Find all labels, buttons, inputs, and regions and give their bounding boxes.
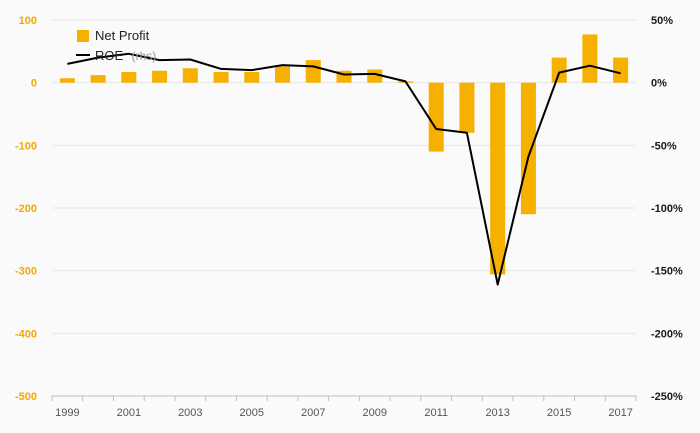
- x-tick-label: 2009: [362, 407, 386, 419]
- x-tick-label: 2007: [301, 407, 325, 419]
- y-right-tick-label: -200%: [651, 328, 683, 340]
- legend-label-roe: ROE (rhs): [95, 47, 156, 64]
- bar-net-profit-2006: [275, 66, 291, 83]
- bar-net-profit-2015: [551, 57, 567, 83]
- tick-labels: 100 0 -100 -200 -300 -400 -500 50% 0% -50% -100% -1…: [15, 15, 683, 419]
- legend-roe-name: ROE: [95, 48, 124, 63]
- legend: Net Profit ROE (rhs): [76, 28, 156, 64]
- bar-net-profit-2009: [367, 69, 383, 83]
- y-left-tick-label: -100: [15, 140, 37, 152]
- bar-net-profit-2011: [428, 82, 444, 152]
- bar-net-profit-2007: [305, 60, 321, 83]
- y-left-tick-label: -400: [15, 328, 37, 340]
- bar-net-profit-2016: [582, 34, 598, 83]
- roe-line: [67, 52, 621, 286]
- y-right-tick-label: 50%: [651, 15, 673, 27]
- gridlines: [52, 19, 636, 334]
- bar-net-profit-2008: [336, 70, 352, 83]
- y-left-tick-label: -200: [15, 203, 37, 215]
- x-tick-label: 2015: [547, 407, 571, 419]
- bar-net-profit-2000: [90, 75, 106, 83]
- legend-bar-swatch: [77, 30, 89, 42]
- y-left-tick-label: 100: [19, 15, 37, 27]
- bar-net-profit-2017: [613, 57, 629, 83]
- x-tick-label: 2013: [485, 407, 509, 419]
- y-left-tick-label: -500: [15, 391, 37, 403]
- x-tick-label: 2005: [240, 407, 264, 419]
- y-right-tick-label: -150%: [651, 266, 683, 278]
- bar-net-profit-2001: [121, 72, 137, 83]
- y-right-tick-label: -50%: [651, 140, 677, 152]
- legend-label-net-profit: Net Profit: [95, 28, 150, 43]
- bar-series-net-profit: [59, 34, 629, 275]
- y-left-tick-label: 0: [31, 78, 37, 90]
- legend-roe-suffix: (rhs): [132, 49, 157, 63]
- bar-net-profit-2014: [520, 82, 536, 215]
- x-tick-label: 2011: [424, 407, 448, 419]
- y-right-tick-label: 0%: [651, 78, 667, 90]
- bar-net-profit-2002: [152, 70, 168, 83]
- y-right-tick-label: -250%: [651, 391, 683, 403]
- y-right-tick-label: -100%: [651, 203, 683, 215]
- x-tick-label: 2001: [117, 407, 141, 419]
- bar-net-profit-2013: [490, 82, 506, 275]
- bar-net-profit-2003: [182, 68, 198, 83]
- bar-net-profit-1999: [59, 78, 75, 83]
- line-series-roe: [67, 52, 621, 286]
- x-tick-label: 1999: [55, 407, 79, 419]
- bar-net-profit-2004: [213, 72, 229, 83]
- x-tick-label: 2017: [608, 407, 632, 419]
- bar-net-profit-2012: [459, 82, 475, 133]
- bar-net-profit-2005: [244, 72, 260, 83]
- y-left-tick-label: -300: [15, 266, 37, 278]
- axes: [51, 395, 637, 401]
- x-tick-label: 2003: [178, 407, 202, 419]
